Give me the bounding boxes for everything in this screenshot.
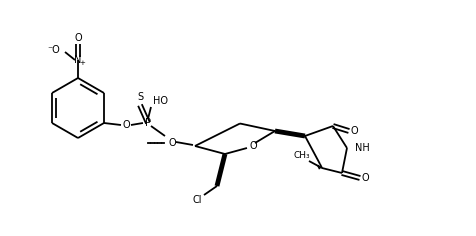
Text: O: O [360, 173, 368, 183]
Text: CH₃: CH₃ [293, 152, 310, 160]
Text: P: P [145, 118, 151, 128]
Text: O: O [74, 33, 82, 43]
Text: O: O [248, 141, 256, 151]
Text: N: N [74, 55, 81, 65]
Text: Cl: Cl [192, 195, 201, 205]
Text: +: + [79, 60, 85, 66]
Text: S: S [137, 92, 143, 102]
Text: NH: NH [354, 143, 369, 153]
Text: HO: HO [153, 96, 168, 106]
Text: O: O [122, 120, 129, 130]
Text: O: O [349, 126, 357, 136]
Text: O: O [168, 138, 176, 148]
Text: ⁻O: ⁻O [47, 45, 60, 55]
